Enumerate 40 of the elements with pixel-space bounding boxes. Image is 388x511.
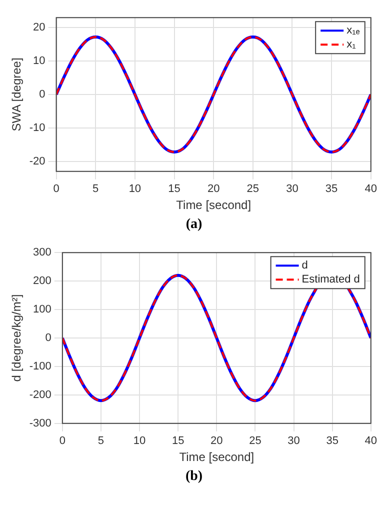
text: (b) bbox=[184, 469, 204, 485]
legend-label: d bbox=[302, 260, 308, 272]
x-tick-label: 15 bbox=[168, 183, 180, 196]
x-tick-label: 40 bbox=[364, 183, 378, 196]
x-tick-label: 35 bbox=[325, 183, 338, 196]
x-tick-label: 10 bbox=[133, 435, 146, 448]
y-axis-title: d [degree/kg/m²] bbox=[10, 294, 24, 382]
legend-label: Estimated d bbox=[302, 274, 360, 286]
y-tick-label: 10 bbox=[33, 55, 46, 68]
x-tick-label: 30 bbox=[286, 183, 298, 196]
x-tick-label: 20 bbox=[207, 183, 220, 196]
y-axis-title: SWA [degree] bbox=[10, 58, 24, 132]
x-tick-label: 0 bbox=[59, 435, 66, 448]
x-axis-title: Time [second] bbox=[176, 198, 252, 212]
x-tick-label: 20 bbox=[210, 435, 223, 448]
x-tick-label: 15 bbox=[172, 435, 184, 448]
x-axis-title: Time [second] bbox=[179, 450, 254, 464]
x-tick-label: 30 bbox=[288, 435, 300, 448]
x-tick-label: 25 bbox=[249, 435, 262, 448]
x-tick-label: 25 bbox=[246, 183, 260, 196]
y-tick-label: -10 bbox=[29, 122, 46, 134]
legend-label: x₁ bbox=[346, 38, 356, 51]
y-tick-label: -300 bbox=[29, 417, 52, 430]
x-tick-label: 40 bbox=[364, 435, 378, 448]
text: (a) bbox=[184, 217, 204, 233]
y-tick-label: 0 bbox=[45, 332, 52, 344]
y-tick-label: 100 bbox=[33, 304, 52, 316]
x-tick-label: 35 bbox=[326, 435, 338, 448]
y-tick-label: -100 bbox=[29, 360, 52, 372]
y-tick-label: 200 bbox=[33, 275, 52, 288]
x-tick-label: 5 bbox=[92, 183, 99, 196]
x-tick-label: 5 bbox=[98, 435, 104, 448]
y-tick-label: -20 bbox=[29, 155, 46, 168]
y-tick-label: 0 bbox=[39, 88, 46, 101]
y-tick-label: 20 bbox=[33, 22, 46, 34]
x-tick-label: 0 bbox=[53, 183, 60, 196]
legend-label: x₁ₑ bbox=[346, 24, 360, 37]
y-tick-label: -200 bbox=[29, 388, 52, 401]
y-tick-label: 300 bbox=[33, 246, 52, 259]
x-tick-label: 10 bbox=[128, 183, 142, 196]
